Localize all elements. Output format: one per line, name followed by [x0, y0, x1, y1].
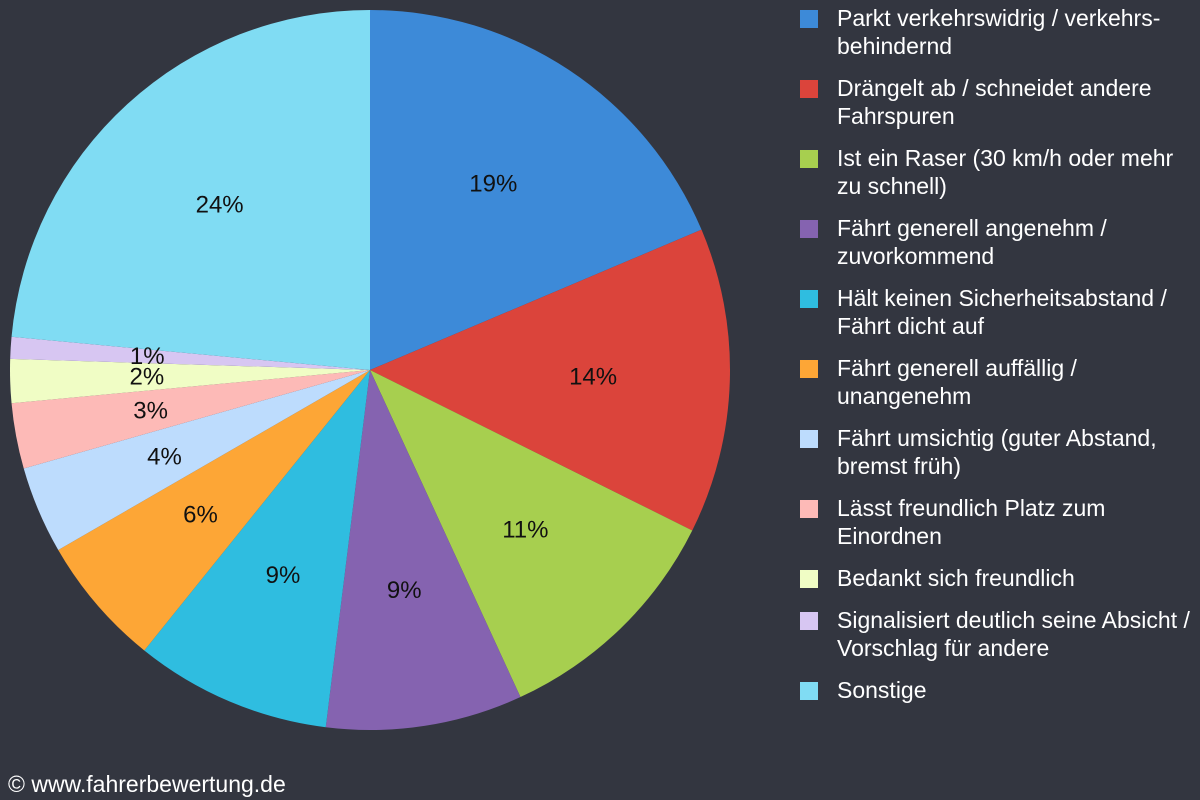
slice-value-label: 24% [196, 192, 244, 219]
legend-swatch [800, 80, 818, 98]
legend-item: Sonstige [800, 676, 1196, 704]
legend-swatch [800, 10, 818, 28]
legend-item: Fährt generell auffällig / unangenehm [800, 354, 1196, 410]
copyright-text: © www.fahrerbewertung.de [8, 771, 286, 797]
legend-item: Ist ein Raser (30 km/h oder mehr zu schn… [800, 144, 1196, 200]
legend-swatch [800, 682, 818, 700]
pie-slice-10 [11, 10, 370, 370]
pie-slice-3 [325, 370, 521, 730]
slice-value-label: 14% [569, 363, 617, 390]
legend-swatch [800, 612, 818, 630]
slice-value-label: 11% [502, 517, 548, 544]
slice-value-label: 2% [130, 363, 165, 390]
pie-slice-6 [23, 370, 371, 550]
slice-value-label: 4% [147, 444, 182, 471]
pie-slice-5 [58, 370, 370, 651]
pie-slice-1 [370, 229, 731, 531]
slice-value-label: 3% [133, 398, 168, 425]
legend-item: Parkt verkehrswidrig / verkehrs-behinder… [800, 4, 1196, 60]
legend-swatch [800, 570, 818, 588]
legend-swatch [800, 290, 818, 308]
legend-swatch [800, 360, 818, 378]
legend-item: Fährt generell angenehm / zuvorkommend [800, 214, 1196, 270]
legend-label: Drängelt ab / schneidet andere Fahrspure… [837, 75, 1152, 129]
legend-label: Bedankt sich freundlich [837, 565, 1075, 591]
legend-label: Ist ein Raser (30 km/h oder mehr zu schn… [837, 145, 1174, 199]
pie-slices [9, 10, 731, 730]
pie-slice-labels: 19% 14% 11% 9% 9% 6% 4% 3% 2%1% 24% [130, 170, 618, 604]
slice-value-label: 19% [469, 170, 517, 197]
legend-label: Lässt freundlich Platz zum Einordnen [837, 495, 1106, 549]
legend-item: Signalisiert deutlich seine Absicht / Vo… [800, 606, 1196, 662]
pie-slice-9 [10, 336, 370, 370]
legend-label: Fährt generell angenehm / zuvorkommend [837, 215, 1107, 269]
legend-item: Bedankt sich freundlich [800, 564, 1196, 592]
legend-item: Lässt freundlich Platz zum Einordnen [800, 494, 1196, 550]
pie-slice-7 [11, 370, 370, 469]
legend-swatch [800, 430, 818, 448]
legend-swatch [800, 500, 818, 518]
legend-label: Hält keinen Sicherheitsabstand / Fährt d… [837, 285, 1167, 339]
slice-value-label: 9% [387, 577, 422, 604]
slice-value-label: 9% [266, 562, 301, 589]
legend-swatch [800, 150, 818, 168]
legend: Parkt verkehrswidrig / verkehrs-behinder… [800, 4, 1196, 718]
legend-item: Hält keinen Sicherheitsabstand / Fährt d… [800, 284, 1196, 340]
legend-label: Sonstige [837, 677, 927, 703]
pie-slice-2 [370, 370, 693, 698]
slice-value-label: 1% [130, 343, 165, 370]
pie-slice-0 [370, 10, 702, 370]
legend-label: Signalisiert deutlich seine Absicht / Vo… [837, 607, 1190, 661]
legend-item: Fährt umsichtig (guter Abstand, bremst f… [800, 424, 1196, 480]
pie-chart: 19% 14% 11% 9% 9% 6% 4% 3% 2%1% 24% [9, 10, 731, 730]
legend-label: Parkt verkehrswidrig / verkehrs-behinder… [837, 5, 1161, 59]
pie-slice-4 [144, 370, 370, 728]
pie-slice-8 [9, 358, 370, 404]
legend-swatch [800, 220, 818, 238]
legend-label: Fährt generell auffällig / unangenehm [837, 355, 1077, 409]
slice-value-label: 6% [183, 502, 218, 529]
legend-label: Fährt umsichtig (guter Abstand, bremst f… [837, 425, 1157, 479]
legend-item: Drängelt ab / schneidet andere Fahrspure… [800, 74, 1196, 130]
